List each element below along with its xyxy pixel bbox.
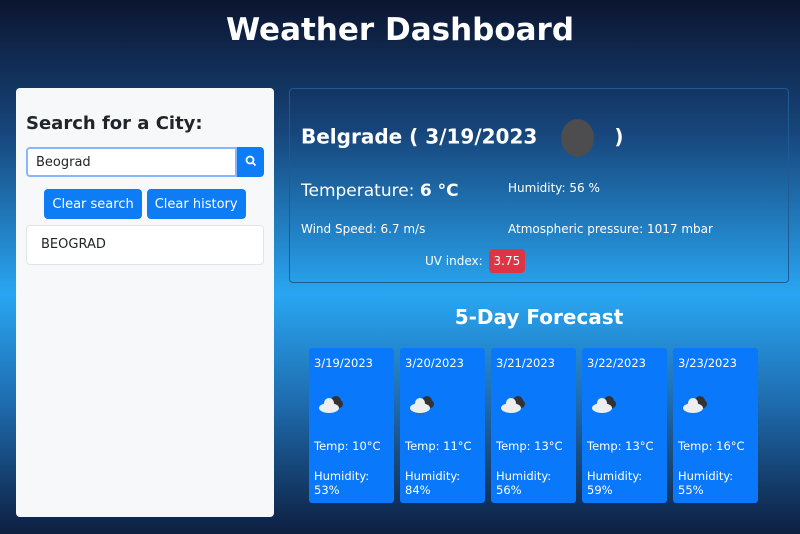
forecast-date: 3/22/2023 — [587, 356, 646, 370]
clear-history-button[interactable]: Clear history — [146, 189, 246, 219]
search-group — [26, 147, 264, 177]
forecast-card: 3/20/2023 Temp: 11°C Humidity: 84% — [400, 348, 485, 503]
history-item[interactable]: BEOGRAD — [26, 225, 264, 265]
forecast-temp: Temp: 16°C — [678, 439, 745, 453]
forecast-temp: Temp: 10°C — [314, 439, 381, 453]
forecast-cards: 3/19/2023 Temp: 10°C Humidity: 53% 3/20/2… — [309, 348, 758, 503]
forecast-temp: Temp: 13°C — [587, 439, 654, 453]
forecast-humidity: Humidity: 59% — [587, 469, 643, 497]
forecast-humidity: Humidity: 56% — [496, 469, 552, 497]
close-paren: ) — [614, 124, 624, 149]
forecast-heading: 5-Day Forecast — [454, 305, 624, 329]
current-weather-card: Belgrade ( 3/19/2023) Temperature: 6 °C … — [289, 88, 789, 283]
city-date-heading: Belgrade ( 3/19/2023) — [301, 119, 623, 157]
forecast-date: 3/19/2023 — [314, 356, 373, 370]
uv-index: UV index: 3.75 — [425, 249, 526, 273]
cloud-icon — [592, 396, 616, 413]
forecast-date: 3/23/2023 — [678, 356, 737, 370]
temperature-value: 6 °C — [419, 181, 459, 201]
forecast-card: 3/19/2023 Temp: 10°C Humidity: 53% — [309, 348, 394, 503]
cloud-icon — [501, 396, 525, 413]
uv-badge: 3.75 — [488, 249, 526, 273]
pressure: Atmospheric pressure: 1017 mbar — [508, 222, 713, 236]
forecast-humidity: Humidity: 84% — [405, 469, 461, 497]
cloud-rain-icon — [410, 396, 434, 416]
forecast-card: 3/22/2023 Temp: 13°C Humidity: 59% — [582, 348, 667, 503]
temperature: Temperature: 6 °C — [301, 181, 459, 201]
forecast-card: 3/23/2023 Temp: 16°C Humidity: 55% — [673, 348, 758, 503]
forecast-date: 3/21/2023 — [496, 356, 555, 370]
search-heading: Search for a City: — [26, 113, 203, 134]
search-panel: Search for a City: Clear search Clear hi… — [16, 88, 274, 517]
forecast-temp: Temp: 13°C — [496, 439, 563, 453]
temperature-label: Temperature: — [301, 181, 415, 201]
forecast-card: 3/21/2023 Temp: 13°C Humidity: 56% — [491, 348, 576, 503]
page-title: Weather Dashboard — [225, 12, 575, 48]
wind-speed: Wind Speed: 6.7 m/s — [301, 222, 426, 236]
weather-icon — [561, 119, 595, 157]
forecast-humidity: Humidity: 53% — [314, 469, 370, 497]
uv-label: UV index: — [425, 254, 483, 268]
forecast-temp: Temp: 11°C — [405, 439, 472, 453]
cloud-icon — [683, 396, 707, 413]
search-button[interactable] — [237, 147, 264, 177]
cloud-icon — [319, 396, 343, 413]
humidity: Humidity: 56 % — [508, 181, 600, 195]
forecast-humidity: Humidity: 55% — [678, 469, 734, 497]
clear-search-button[interactable]: Clear search — [44, 189, 142, 219]
city-date: Belgrade ( 3/19/2023 — [301, 124, 538, 149]
forecast-date: 3/20/2023 — [405, 356, 464, 370]
search-icon — [245, 155, 256, 166]
search-input[interactable] — [26, 147, 237, 177]
